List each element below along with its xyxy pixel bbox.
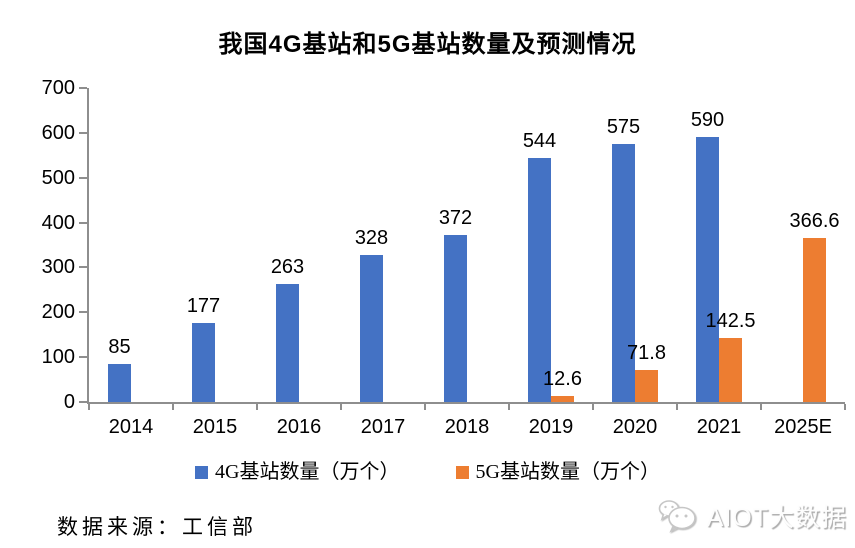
data-label-5g-2021: 142.5 xyxy=(705,310,756,333)
y-axis-tick xyxy=(79,131,87,134)
data-label-4g-2017: 328 xyxy=(354,226,389,249)
y-axis-label: 300 xyxy=(41,256,75,279)
x-axis-tick xyxy=(844,404,846,410)
bar-5g-2020 xyxy=(635,369,658,402)
data-label-4g-2021: 590 xyxy=(690,109,725,132)
y-axis-label: 0 xyxy=(63,391,75,413)
bar-4g-2015 xyxy=(192,322,215,402)
wechat-icon xyxy=(658,500,696,533)
data-label-4g-2014: 85 xyxy=(108,335,131,358)
legend-swatch-4g xyxy=(195,465,209,479)
x-axis-label: 2025E xyxy=(774,416,832,438)
x-axis-tick xyxy=(676,404,678,410)
x-axis-label: 2021 xyxy=(696,416,742,438)
bar-5g-2021 xyxy=(719,338,742,402)
bar-4g-2020 xyxy=(612,144,635,402)
x-axis-tick xyxy=(172,404,174,410)
y-axis-label: 700 xyxy=(41,77,75,99)
x-axis-tick xyxy=(424,404,426,410)
bar-4g-2019 xyxy=(528,157,551,402)
x-axis-label: 2020 xyxy=(612,416,658,438)
source-note: 数据来源：工信部 xyxy=(57,515,257,539)
data-label-4g-2020: 575 xyxy=(606,116,641,139)
legend-swatch-5g xyxy=(455,465,469,479)
legend-label-4g: 4G基站数量（万个） xyxy=(215,461,400,483)
x-axis-label: 2017 xyxy=(360,416,406,438)
legend-item-5g: 5G基站数量（万个） xyxy=(455,460,660,484)
bar-5g-2025E xyxy=(803,237,826,402)
legend-label-5g: 5G基站数量（万个） xyxy=(475,461,660,483)
bar-4g-2021 xyxy=(696,137,719,402)
watermark: AIOT大数据 xyxy=(657,498,847,534)
watermark-text: AIOT大数据 xyxy=(706,504,847,532)
legend-item-4g: 4G基站数量（万个） xyxy=(195,460,400,484)
y-axis-label: 500 xyxy=(41,166,75,189)
x-axis-tick xyxy=(508,404,510,410)
y-axis-tick xyxy=(79,356,87,359)
bar-4g-2017 xyxy=(360,254,383,402)
y-axis-label: 400 xyxy=(41,211,75,234)
x-axis-tick xyxy=(340,404,342,410)
y-axis-label: 200 xyxy=(41,301,75,324)
y-axis-label: 100 xyxy=(41,346,75,369)
x-axis-label: 2018 xyxy=(444,416,490,438)
bar-4g-2016 xyxy=(276,284,299,402)
y-axis-label: 600 xyxy=(41,121,75,144)
bar-4g-2018 xyxy=(444,235,467,402)
y-axis-tick xyxy=(79,266,87,269)
x-axis-tick xyxy=(256,404,258,410)
chart-title: 我国4G基站和5G基站数量及预测情况 xyxy=(218,31,637,58)
plot-area: 0 100 200 300 400 500 600 700 2014 2015 2016 2017 20… xyxy=(42,77,846,438)
bar-4g-2014 xyxy=(108,363,131,402)
x-axis-label: 2014 xyxy=(108,416,154,438)
legend: 4G基站数量（万个） 5G基站数量（万个） xyxy=(0,460,855,484)
data-label-5g-2025E: 366.6 xyxy=(789,209,840,232)
x-axis-tick xyxy=(88,404,90,410)
y-axis-tick xyxy=(79,87,87,89)
x-axis-label: 2015 xyxy=(192,416,238,438)
y-axis-tick xyxy=(79,401,87,403)
x-axis-label: 2016 xyxy=(276,416,322,438)
x-axis-tick xyxy=(760,404,762,410)
y-axis-tick xyxy=(79,176,87,179)
y-axis-tick xyxy=(79,311,87,314)
data-label-5g-2020: 71.8 xyxy=(627,341,666,364)
x-axis-tick xyxy=(592,404,594,410)
data-label-4g-2015: 177 xyxy=(186,294,221,317)
x-axis-label: 2019 xyxy=(528,416,574,438)
data-label-4g-2016: 263 xyxy=(270,256,305,279)
data-label-4g-2019: 544 xyxy=(522,129,557,152)
data-label-5g-2019: 12.6 xyxy=(543,368,582,391)
bar-5g-2019 xyxy=(551,396,574,402)
data-label-4g-2018: 372 xyxy=(438,207,473,230)
y-axis-tick xyxy=(79,221,87,224)
